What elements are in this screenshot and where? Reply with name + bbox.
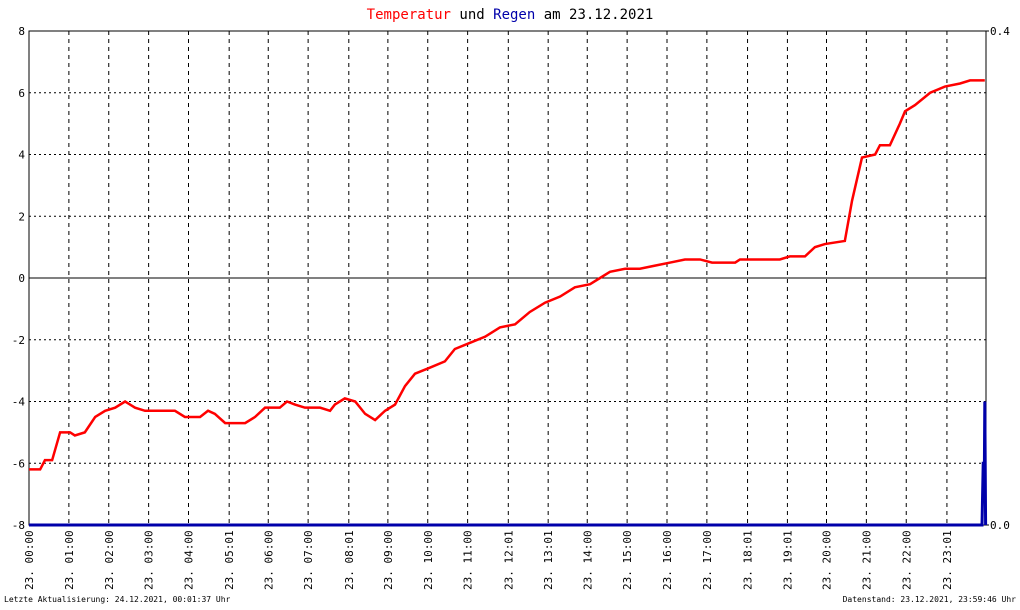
y-tick-label: -6 xyxy=(12,457,25,470)
x-tick-label: 23. 04:00 xyxy=(183,530,196,590)
y-tick-label: 6 xyxy=(18,87,25,100)
footer-left: Letzte Aktualisierung: 24.12.2021, 00:01… xyxy=(4,595,231,604)
title-date: am 23.12.2021 xyxy=(544,7,654,23)
chart-title: Temperatur und Regen am 23.12.2021 xyxy=(367,7,654,23)
title-temperature: Temperatur xyxy=(367,7,451,23)
x-tick-label: 23. 18:01 xyxy=(742,530,755,590)
y-tick-label: -4 xyxy=(12,396,26,409)
x-tick-label: 23. 09:00 xyxy=(382,530,395,590)
x-tick-label: 23. 11:00 xyxy=(462,530,475,590)
x-tick-label: 23. 10:00 xyxy=(422,530,435,590)
y2-tick-label: 0.0 xyxy=(990,519,1010,532)
x-tick-label: 23. 06:00 xyxy=(262,530,275,590)
y2-tick-label: 0.4 xyxy=(990,25,1010,38)
data-line xyxy=(29,79,985,471)
y-tick-label: 2 xyxy=(18,210,25,223)
x-tick-label: 23. 13:01 xyxy=(542,530,555,590)
x-tick-label: 23. 22:00 xyxy=(900,530,913,590)
x-tick-label: 23. 12:01 xyxy=(502,530,515,590)
x-tick-label: 23. 19:01 xyxy=(781,530,794,590)
y-tick-label: -2 xyxy=(12,334,25,347)
x-tick-label: 23. 08:01 xyxy=(343,530,356,590)
x-tick-label: 23. 00:00 xyxy=(23,530,36,590)
y-tick-label: 4 xyxy=(18,149,25,162)
x-tick-label: 23. 21:00 xyxy=(860,530,873,590)
x-tick-label: 23. 15:00 xyxy=(621,530,634,590)
x-tick-label: 23. 16:00 xyxy=(661,530,674,590)
x-tick-label: 23. 02:00 xyxy=(103,530,116,590)
x-tick-label: 23. 17:00 xyxy=(701,530,714,590)
x-tick-label: 23. 01:00 xyxy=(63,530,76,590)
x-tick-label: 23. 20:00 xyxy=(821,530,834,590)
x-tick-label: 23. 03:00 xyxy=(143,530,156,590)
x-tick-label: 23. 14:00 xyxy=(581,530,594,590)
title-joiner: und xyxy=(459,7,484,23)
y-tick-label: 0 xyxy=(18,272,25,285)
y-tick-label: -8 xyxy=(12,519,25,532)
data-line xyxy=(29,401,988,527)
y-tick-label: 8 xyxy=(18,25,25,38)
x-tick-label: 23. 23:01 xyxy=(941,530,954,590)
x-tick-label: 23. 07:00 xyxy=(302,530,315,590)
title-rain: Regen xyxy=(493,7,535,23)
x-tick-label: 23. 05:01 xyxy=(223,530,236,590)
footer-right: Datenstand: 23.12.2021, 23:59:46 Uhr xyxy=(843,595,1017,604)
